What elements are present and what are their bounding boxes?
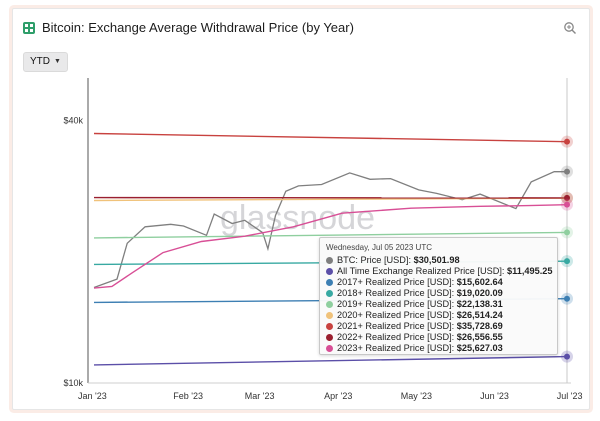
legend-dot-icon bbox=[326, 289, 333, 297]
series-line-7 bbox=[93, 132, 568, 143]
tooltip-row: 2023+ Realized Price [USD]: $25,627.03 bbox=[326, 343, 503, 354]
series-line-6 bbox=[93, 197, 568, 202]
tooltip-row-value: $26,556.55 bbox=[456, 332, 503, 342]
tooltip-row-label: 2018+ Realized Price [USD]: bbox=[337, 288, 457, 298]
hover-marker-1 bbox=[564, 168, 570, 175]
x-tick-label: May '23 bbox=[401, 391, 432, 401]
series-line-9 bbox=[93, 204, 568, 289]
x-tick-label: Feb '23 bbox=[173, 391, 203, 401]
tooltip-row-value: $19,020.09 bbox=[456, 288, 503, 298]
legend-dot-icon bbox=[326, 256, 333, 264]
tooltip-row-value: $11,495.25 bbox=[507, 266, 553, 276]
x-tick-label: Jan '23 bbox=[78, 391, 107, 401]
tooltip-row: 2022+ Realized Price [USD]: $26,556.55 bbox=[326, 332, 503, 343]
hover-marker-2 bbox=[564, 353, 570, 360]
chevron-down-icon: ▼ bbox=[54, 58, 61, 65]
tooltip-row: 2021+ Realized Price [USD]: $35,728.69 bbox=[326, 321, 503, 332]
series-line-5 bbox=[93, 231, 568, 239]
tooltip-row: 2020+ Realized Price [USD]: $26,514.24 bbox=[326, 310, 503, 321]
x-tick-label: Mar '23 bbox=[245, 391, 275, 401]
hover-marker-8 bbox=[564, 194, 570, 201]
legend-dot-icon bbox=[326, 344, 333, 352]
hover-marker-3 bbox=[564, 295, 570, 302]
x-tick-label: Jun '23 bbox=[480, 391, 509, 401]
tooltip-row: 2019+ Realized Price [USD]: $22,138.31 bbox=[326, 299, 503, 310]
tooltip-row-label: All Time Exchange Realized Price [USD]: bbox=[337, 266, 508, 276]
legend-dot-icon bbox=[326, 322, 333, 330]
tooltip-row-value: $26,514.24 bbox=[456, 310, 503, 320]
hover-marker-7 bbox=[564, 138, 570, 145]
y-tick-label: $10k bbox=[63, 378, 83, 388]
tooltip-row-label: 2023+ Realized Price [USD]: bbox=[337, 343, 457, 353]
chart-title: Bitcoin: Exchange Average Withdrawal Pri… bbox=[42, 20, 354, 35]
card-header: Bitcoin: Exchange Average Withdrawal Pri… bbox=[13, 9, 589, 43]
chart-card: Bitcoin: Exchange Average Withdrawal Pri… bbox=[12, 8, 590, 410]
tooltip-row-label: BTC: Price [USD]: bbox=[337, 255, 414, 265]
tooltip-row-label: 2022+ Realized Price [USD]: bbox=[337, 332, 457, 342]
zoom-in-icon[interactable] bbox=[563, 21, 577, 35]
tooltip-row-value: $22,138.31 bbox=[456, 299, 503, 309]
legend-dot-icon bbox=[326, 278, 333, 286]
x-tick-label: Apr '23 bbox=[324, 391, 352, 401]
tooltip-date: Wednesday, Jul 05 2023 UTC bbox=[326, 243, 432, 252]
hover-marker-9 bbox=[564, 201, 570, 208]
x-tick-label: Jul '23 bbox=[557, 391, 583, 401]
watermark: glassnode bbox=[220, 199, 375, 237]
legend-dot-icon bbox=[326, 300, 333, 308]
tooltip-row: BTC: Price [USD]: $30,501.98 bbox=[326, 255, 460, 266]
legend-dot-icon bbox=[326, 333, 333, 341]
legend-dot-icon bbox=[326, 267, 333, 275]
tooltip-row-value: $35,728.69 bbox=[456, 321, 503, 331]
tooltip-row-value: $25,627.03 bbox=[456, 343, 503, 353]
hover-tooltip: Wednesday, Jul 05 2023 UTC BTC: Price [U… bbox=[319, 237, 558, 355]
tick-layer: Jan '23 Feb '23 Mar '23 Apr '23 May '23 Jun '… bbox=[63, 115, 582, 401]
tooltip-row-label: 2021+ Realized Price [USD]: bbox=[337, 321, 457, 331]
range-selector-label: YTD bbox=[30, 56, 50, 67]
series-line-2 bbox=[93, 355, 568, 366]
legend-dot-icon bbox=[326, 311, 333, 319]
hover-marker-layer bbox=[561, 135, 573, 363]
hover-marker-4 bbox=[564, 258, 570, 265]
tooltip-row: 2017+ Realized Price [USD]: $15,602.64 bbox=[326, 277, 503, 288]
range-selector-button[interactable]: YTD ▼ bbox=[23, 52, 68, 72]
hover-marker-5 bbox=[564, 229, 570, 236]
tooltip-row-value: $30,501.98 bbox=[413, 255, 460, 265]
tooltip-row: 2018+ Realized Price [USD]: $19,020.09 bbox=[326, 288, 503, 299]
chart-grid-icon bbox=[23, 22, 35, 34]
y-tick-label: $40k bbox=[63, 115, 83, 125]
series-line-1 bbox=[93, 171, 567, 289]
tooltip-row-label: 2020+ Realized Price [USD]: bbox=[337, 310, 457, 320]
tooltip-row: All Time Exchange Realized Price [USD]: … bbox=[326, 266, 553, 277]
tooltip-row-value: $15,602.64 bbox=[456, 277, 503, 287]
tooltip-row-label: 2017+ Realized Price [USD]: bbox=[337, 277, 457, 287]
tooltip-row-label: 2019+ Realized Price [USD]: bbox=[337, 299, 457, 309]
